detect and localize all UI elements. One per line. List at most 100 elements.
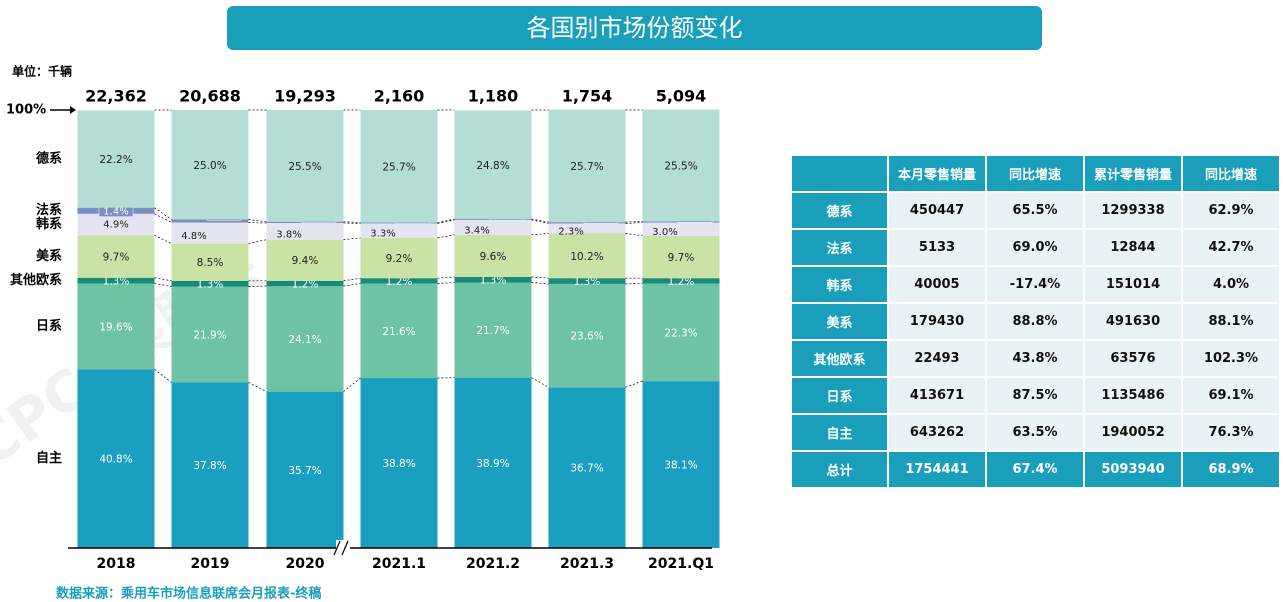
table-row: 德系 450447 65.5% 1299338 62.9% [790,191,1281,230]
data-label: 9.7% [103,252,130,264]
data-label: 19.6% [99,321,132,333]
data-label: 21.6% [382,326,415,338]
data-label: 1.2% [668,276,695,288]
connector [625,233,643,237]
table-cell: 67.4% [985,450,1085,489]
bar-segment [266,280,344,287]
data-label: 38.9% [476,458,509,470]
connector [531,219,549,224]
bar-segment [171,243,249,281]
row-label: 韩系 [790,265,889,304]
bar-segment [266,286,344,392]
connector [154,277,172,282]
table-cell: 643262 [887,413,987,452]
table-cell: 63.5% [985,413,1085,452]
table-cell: 69.1% [1181,376,1281,415]
bar-segment [360,110,438,223]
bar-segment [548,223,626,234]
table-cell: 43.8% [985,339,1085,378]
bar-segment [77,277,155,284]
connector [248,382,267,392]
data-label: 1.2% [292,278,319,290]
column-header: 同比增速 [985,154,1085,193]
bar-segment [360,278,438,284]
bar-segment [642,235,720,279]
bar-segment [77,110,155,208]
total-label: 19,293 [274,87,336,106]
table-cell: 5133 [887,228,987,267]
table-cell: 450447 [887,191,987,230]
table-cell: 87.5% [985,376,1085,415]
connector [531,282,549,285]
data-label: 22.2% [99,154,132,166]
total-label: 20,688 [179,87,241,106]
data-label: 1.3% [103,276,130,288]
annotation: 100% [6,103,46,118]
data-label: 21.7% [476,325,509,337]
table-cell: 76.3% [1181,413,1281,452]
connector [437,276,455,279]
x-tick-label: 2021.3 [560,556,614,572]
data-label: 9.2% [386,253,413,265]
table-cell: 42.7% [1181,228,1281,267]
bar-segment [642,283,720,382]
table-row: 日系 413671 87.5% 1135486 69.1% [790,376,1281,415]
bar-segment [171,280,249,287]
data-label: 8.5% [197,257,224,269]
arrow-head [70,106,76,114]
total-label: 22,362 [85,87,147,106]
data-label: 1.2% [386,276,413,288]
bar-segment [548,283,626,388]
data-label: 1.3% [197,279,224,291]
legend-label: 其他欧系 [10,272,62,288]
bar-segment [171,286,249,383]
data-label: 21.9% [193,329,226,341]
connector [625,222,643,224]
column-header: 同比增速 [1181,154,1281,193]
table-cell: 40005 [887,265,987,304]
data-label: 2.3% [558,226,583,237]
bar-segment [548,233,626,279]
legend-label: 韩系 [36,216,62,232]
legend-label: 自主 [36,450,62,466]
connector [531,218,549,223]
bar-segment [454,110,532,220]
connector [154,283,172,287]
connector [343,237,361,240]
bar-segment [171,110,249,220]
connector [343,283,361,287]
data-label: 3.4% [464,225,489,236]
table-row: 总计 1754441 67.4% 5093940 68.9% [790,450,1281,489]
bar-segment [266,239,344,281]
connector [437,282,455,284]
table-cell: 88.8% [985,302,1085,341]
data-label: 4.8% [181,231,206,242]
connector [531,377,549,388]
data-label: 4.9% [103,220,128,231]
legend-label: 法系 [36,202,62,218]
data-label: 40.8% [99,454,132,466]
title-banner: 各国别市场份额变化 [227,6,1042,50]
connector [531,276,549,279]
row-label: 总计 [790,450,889,489]
legend-label: 日系 [36,318,62,334]
table-row: 其他欧系 22493 43.8% 63576 102.3% [790,339,1281,378]
table-cell: 5093940 [1083,450,1183,489]
data-label: 1.3% [574,276,601,288]
table-cell: 1754441 [887,450,987,489]
table-cell: 22493 [887,339,987,378]
data-label: 25.7% [570,161,603,173]
bar-segment [171,222,249,244]
data-label: 3.0% [652,227,677,238]
bar-segment [360,378,438,548]
data-label: 25.7% [382,161,415,173]
table-cell: 151014 [1083,265,1183,304]
table-cell: 1135486 [1083,376,1183,415]
table-cell: 65.5% [985,191,1085,230]
data-label: 25.0% [193,160,226,172]
bar-segment [77,235,155,278]
x-tick-label: 2019 [191,556,230,572]
x-tick-label: 2020 [286,556,325,572]
bar-segment [360,237,438,279]
table-row: 法系 5133 69.0% 12844 42.7% [790,228,1281,267]
